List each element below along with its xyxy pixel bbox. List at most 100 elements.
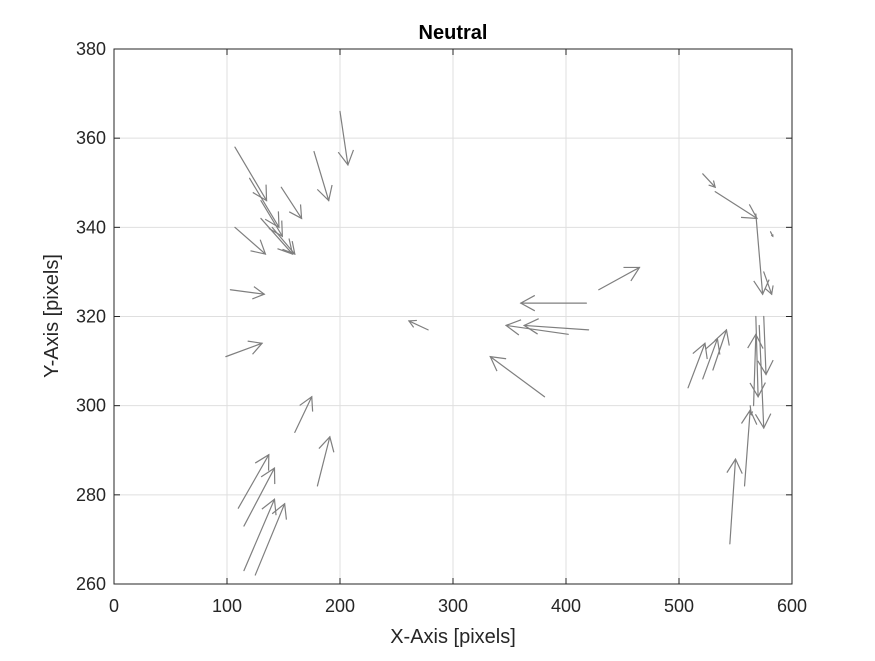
arrow-shaft bbox=[714, 191, 758, 220]
quiver-arrow bbox=[229, 286, 266, 300]
quiver-arrow bbox=[757, 315, 774, 376]
arrow-shaft bbox=[260, 217, 294, 255]
quiver-arrow bbox=[763, 271, 774, 296]
arrow-shaft bbox=[755, 315, 759, 398]
arrow-shaft bbox=[489, 356, 546, 398]
chart-title: Neutral bbox=[419, 22, 488, 44]
quiver-arrow bbox=[294, 395, 314, 434]
quiver-arrow bbox=[598, 266, 641, 291]
arrow-head bbox=[748, 411, 754, 416]
arrow-head bbox=[757, 359, 774, 376]
arrow-shaft bbox=[712, 329, 728, 371]
quiver-arrow bbox=[489, 355, 546, 398]
arrow-head bbox=[260, 466, 276, 485]
arrow-head bbox=[264, 211, 280, 229]
x-tick-label: 600 bbox=[777, 596, 807, 616]
quiver-arrow bbox=[316, 435, 335, 487]
arrow-head bbox=[764, 285, 774, 296]
quiver-arrow bbox=[243, 466, 276, 527]
arrow-shaft bbox=[729, 458, 737, 545]
quiver-arrow bbox=[254, 502, 288, 576]
x-tick-label: 0 bbox=[109, 596, 119, 616]
quiver-arrow bbox=[748, 405, 754, 416]
y-tick-label: 380 bbox=[76, 39, 106, 59]
arrow-head bbox=[714, 328, 730, 346]
arrow-head bbox=[489, 355, 507, 372]
arrow-shaft bbox=[234, 226, 267, 255]
quiver-arrow bbox=[504, 319, 569, 336]
arrow-head bbox=[268, 220, 284, 238]
arrow-head bbox=[247, 340, 264, 355]
x-tick-label: 100 bbox=[212, 596, 242, 616]
arrow-head bbox=[754, 413, 772, 430]
arrow-head bbox=[282, 241, 296, 256]
arrow-shaft bbox=[237, 454, 270, 509]
quiver-arrow bbox=[522, 318, 590, 335]
arrow-shaft bbox=[339, 110, 349, 166]
arrow-head bbox=[318, 435, 335, 453]
quiver-arrow bbox=[237, 453, 270, 509]
quiver-arrow bbox=[234, 146, 268, 202]
arrow-head bbox=[749, 382, 766, 398]
arrow-layer bbox=[225, 110, 774, 576]
arrow-head bbox=[747, 333, 764, 349]
arrow-head bbox=[252, 184, 268, 202]
arrow-shaft bbox=[229, 289, 265, 295]
arrow-head bbox=[252, 286, 266, 300]
quiver-arrow bbox=[747, 333, 764, 407]
arrow-head bbox=[261, 498, 277, 516]
quiver-arrow bbox=[714, 191, 759, 220]
arrow-head bbox=[288, 204, 303, 220]
y-tick-label: 360 bbox=[76, 128, 106, 148]
arrow-shaft bbox=[254, 503, 286, 576]
arrow-head bbox=[316, 184, 333, 202]
arrow-head bbox=[753, 279, 770, 296]
arrow-head bbox=[504, 319, 522, 336]
arrow-shaft bbox=[523, 324, 590, 331]
y-tick-label: 280 bbox=[76, 485, 106, 505]
x-tick-label: 400 bbox=[551, 596, 581, 616]
arrow-head bbox=[522, 318, 539, 335]
arrow-head bbox=[692, 342, 708, 360]
quiver-arrow bbox=[313, 150, 333, 202]
arrow-head bbox=[708, 180, 717, 189]
arrow-shaft bbox=[243, 467, 276, 527]
arrow-head bbox=[277, 238, 294, 256]
arrow-shaft bbox=[743, 409, 751, 487]
x-tick-label: 500 bbox=[664, 596, 694, 616]
y-tick-label: 260 bbox=[76, 574, 106, 594]
quiver-arrow bbox=[712, 328, 730, 371]
quiver-arrow bbox=[249, 177, 280, 229]
arrow-head bbox=[407, 319, 417, 328]
y-tick-label: 320 bbox=[76, 307, 106, 327]
arrow-head bbox=[250, 239, 267, 255]
arrow-shaft bbox=[249, 177, 280, 228]
quiver-arrow bbox=[769, 231, 774, 238]
quiver-arrow bbox=[280, 186, 303, 220]
arrow-shaft bbox=[598, 266, 641, 291]
quiver-arrow bbox=[702, 173, 717, 189]
arrow-shaft bbox=[702, 338, 719, 380]
quiver-arrow bbox=[260, 217, 294, 256]
y-tick-label: 300 bbox=[76, 396, 106, 416]
x-tick-label: 200 bbox=[325, 596, 355, 616]
quiver-arrow bbox=[726, 457, 743, 545]
tick-layer: 0 100 200 300 400 500 600 260 280 300 320 340 360 380 bbox=[76, 39, 807, 616]
arrow-shaft bbox=[752, 333, 757, 407]
quiver-arrow bbox=[753, 213, 770, 296]
arrow-shaft bbox=[294, 396, 313, 434]
arrow-shaft bbox=[749, 405, 752, 416]
arrow-shaft bbox=[505, 324, 569, 335]
quiver-arrow bbox=[519, 294, 587, 312]
arrow-head bbox=[254, 453, 270, 471]
arrow-shaft bbox=[243, 498, 276, 572]
arrow-head bbox=[770, 234, 774, 238]
quiver-arrow bbox=[271, 226, 296, 256]
arrow-head bbox=[337, 149, 355, 167]
arrow-head bbox=[271, 502, 288, 520]
arrow-shaft bbox=[687, 342, 706, 389]
arrow-shaft bbox=[763, 271, 773, 295]
quiver-arrow bbox=[234, 226, 267, 255]
